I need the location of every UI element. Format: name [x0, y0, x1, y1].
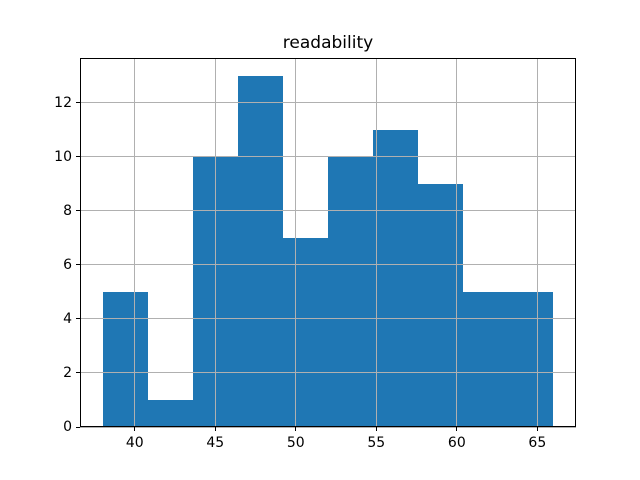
- chart-title: readability: [282, 33, 374, 53]
- x-tick: [134, 427, 136, 431]
- x-tick: [295, 427, 297, 431]
- x-tick-label: 60: [447, 435, 466, 451]
- y-tick-label: 6: [63, 256, 72, 273]
- x-tick-label: 40: [125, 435, 144, 451]
- x-tick-label: 45: [206, 435, 225, 451]
- y-tick-label: 8: [63, 202, 72, 219]
- y-tick-label: 4: [63, 310, 72, 327]
- y-tick-label: 10: [54, 148, 72, 165]
- y-tick-label: 0: [63, 419, 72, 435]
- x-tick: [536, 427, 538, 431]
- x-tick: [375, 427, 377, 431]
- x-tick-label: 50: [286, 435, 305, 451]
- y-tick-label: 2: [63, 364, 72, 381]
- x-tick-label: 55: [367, 435, 386, 451]
- plot-area-border: [80, 58, 576, 427]
- y-tick-label: 12: [54, 94, 72, 111]
- x-tick: [456, 427, 458, 431]
- x-tick-label: 65: [528, 435, 547, 451]
- x-tick: [214, 427, 216, 431]
